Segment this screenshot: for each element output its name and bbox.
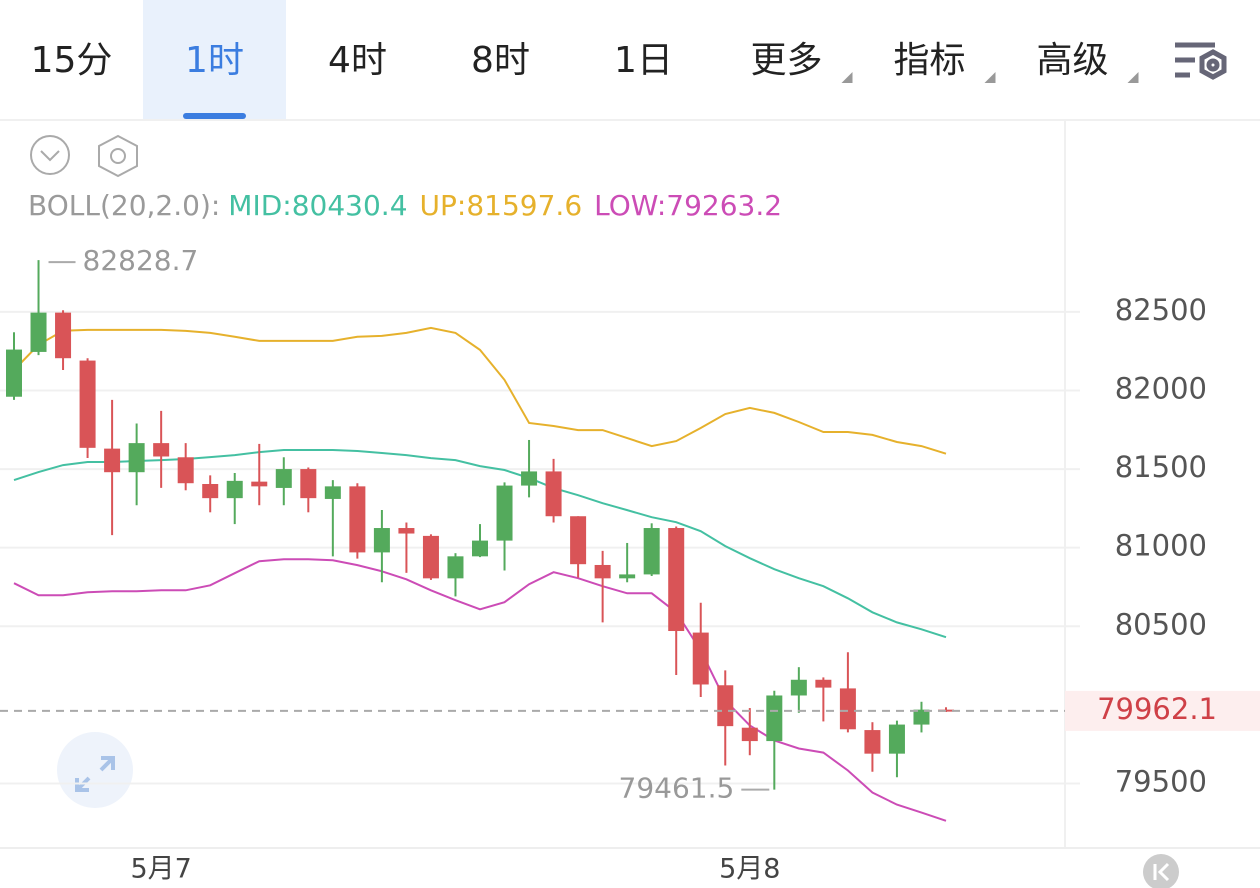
low-label: 79461.5: [619, 772, 735, 805]
boll-line: [13, 558, 947, 822]
candle-body: [447, 556, 464, 579]
timeframe-tab[interactable]: 1时: [185, 40, 244, 81]
candle-body: [6, 349, 22, 397]
legend-separator: :: [282, 189, 291, 222]
timeframe-tab[interactable]: 15分: [31, 40, 113, 81]
candle-body: [153, 443, 170, 457]
active-tab-indicator: [183, 113, 246, 119]
candle-body: [349, 486, 366, 553]
legend-value: 81597.6: [466, 189, 582, 222]
candle-body: [570, 516, 587, 565]
y-tick-label: 79500: [1115, 765, 1207, 799]
candle-body: [545, 471, 562, 517]
dropdown-triangle: [984, 72, 996, 83]
candle-body: [422, 535, 439, 579]
candle-body: [692, 632, 709, 685]
timeframe-tab[interactable]: 更多: [750, 40, 822, 81]
candle-body: [766, 695, 783, 742]
candle-body: [104, 448, 121, 473]
candle-body: [324, 486, 341, 499]
legend-value: 79263.2: [666, 189, 782, 222]
high-label: 82828.7: [83, 244, 199, 277]
candle-body: [275, 469, 292, 488]
y-tick-label: 81000: [1115, 529, 1207, 563]
dropdown-triangle: [1127, 72, 1139, 83]
candle-body: [55, 312, 72, 359]
boll-line: [13, 449, 947, 639]
dropdown-triangle: [841, 72, 853, 83]
legend-separator: :: [657, 189, 666, 222]
legend-separator: :: [457, 189, 466, 222]
collapse-icon[interactable]: [30, 135, 70, 175]
settings-hex-dot: [110, 148, 126, 164]
candle-body: [815, 679, 832, 688]
candle-body: [864, 730, 881, 754]
candle-body: [619, 574, 636, 579]
timeframe-tab[interactable]: 8时: [471, 40, 530, 81]
candle-body: [913, 709, 930, 725]
legend-value: 80430.4: [292, 189, 408, 222]
y-tick-label: 80500: [1115, 607, 1207, 641]
candle-body: [888, 724, 905, 754]
legend-name: MID: [228, 189, 282, 222]
candle-body: [128, 443, 145, 473]
candle-body: [30, 312, 47, 352]
x-tick-label: 5月7: [130, 854, 191, 885]
y-tick-label: 82000: [1115, 371, 1207, 405]
candle-body: [668, 528, 685, 632]
timeframe-tab[interactable]: 4时: [328, 40, 387, 81]
legend-name: LOW: [594, 189, 658, 222]
candle-body: [79, 360, 96, 448]
candle-body: [373, 528, 390, 553]
collapse-chevron: [40, 150, 60, 162]
indicator-legend: BOLL(20,2.0): MID:80430.4 UP:81597.6 LOW:79…: [28, 189, 782, 222]
scroll-left-icon: [1153, 862, 1170, 882]
legend-name: UP: [420, 189, 457, 222]
y-tick-label: 81500: [1115, 450, 1207, 484]
candle-body: [839, 688, 856, 730]
candle-body: [251, 481, 268, 487]
candle-body: [741, 727, 758, 742]
candle-body: [472, 540, 488, 557]
candle-body: [496, 485, 513, 541]
candle-body: [300, 469, 317, 499]
indicator-label: BOLL(20,2.0):: [28, 189, 220, 222]
timeframe-tab[interactable]: 1日: [614, 40, 673, 81]
candle-body: [521, 471, 538, 486]
expand-button[interactable]: [57, 732, 133, 808]
settings-hex-icon[interactable]: [98, 134, 138, 178]
current-price-tag: [1065, 690, 1260, 731]
timeframe-tab[interactable]: 高级: [1036, 40, 1108, 81]
candle-body: [594, 564, 611, 579]
candle-body: [202, 484, 219, 499]
x-tick-label: 5月8: [719, 854, 780, 885]
boll-line: [13, 326, 947, 455]
candle-body: [790, 679, 807, 696]
candle-body: [643, 528, 660, 575]
candle-body: [717, 685, 734, 727]
settings-icon[interactable]: [1175, 42, 1227, 80]
y-tick-label: 82500: [1115, 293, 1207, 327]
timeframe-tab[interactable]: 指标: [893, 40, 965, 81]
candle-body: [226, 480, 243, 499]
candle-body: [398, 528, 415, 534]
current-price-label: 79962.1: [1097, 692, 1217, 726]
active-tab-bg: [143, 0, 286, 120]
candle-body: [177, 457, 194, 484]
